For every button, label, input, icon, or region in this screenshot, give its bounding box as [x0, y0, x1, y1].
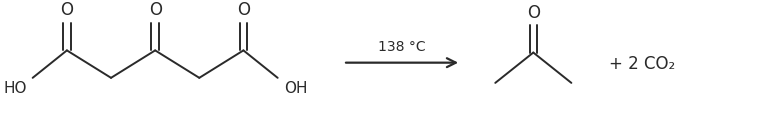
Text: OH: OH	[284, 81, 307, 96]
Text: O: O	[237, 1, 250, 19]
Text: 138 °C: 138 °C	[378, 40, 426, 54]
Text: + 2 CO₂: + 2 CO₂	[609, 55, 676, 73]
Text: O: O	[527, 3, 540, 22]
Text: HO: HO	[3, 81, 26, 96]
Text: O: O	[148, 1, 162, 19]
Text: O: O	[60, 1, 73, 19]
